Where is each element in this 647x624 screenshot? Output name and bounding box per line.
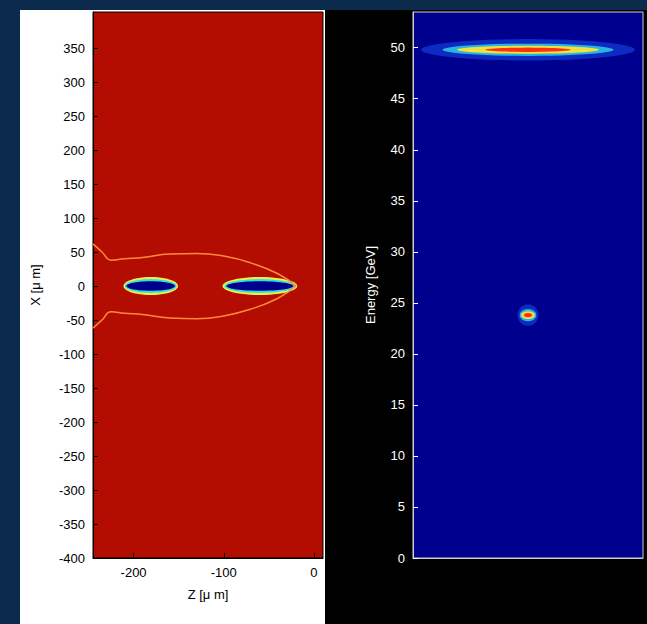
svg-text:-150: -150 [59, 381, 85, 396]
svg-text:X [μ m]: X [μ m] [28, 264, 43, 305]
svg-text:-250: -250 [59, 449, 85, 464]
svg-text:-400: -400 [59, 551, 85, 566]
svg-text:5: 5 [398, 499, 405, 514]
svg-text:Z [μ m]: Z [μ m] [188, 587, 229, 602]
svg-text:35: 35 [391, 193, 405, 208]
svg-text:50: 50 [71, 245, 85, 260]
svg-text:-200: -200 [59, 415, 85, 430]
svg-text:-100: -100 [59, 347, 85, 362]
svg-text:0: 0 [398, 551, 405, 566]
svg-text:-200: -200 [121, 565, 147, 580]
svg-text:-50: -50 [66, 313, 85, 328]
svg-text:15: 15 [391, 397, 405, 412]
svg-text:-300: -300 [59, 483, 85, 498]
svg-text:10: 10 [391, 448, 405, 463]
svg-text:40: 40 [391, 142, 405, 157]
svg-text:0: 0 [310, 565, 317, 580]
svg-text:50: 50 [391, 40, 405, 55]
svg-text:25: 25 [391, 295, 405, 310]
svg-text:-350: -350 [59, 517, 85, 532]
svg-text:200: 200 [63, 143, 85, 158]
svg-text:150: 150 [63, 177, 85, 192]
svg-text:20: 20 [391, 346, 405, 361]
svg-text:-100: -100 [211, 565, 237, 580]
svg-text:300: 300 [63, 75, 85, 90]
svg-text:45: 45 [391, 91, 405, 106]
svg-text:250: 250 [63, 109, 85, 124]
svg-text:100: 100 [63, 211, 85, 226]
svg-text:30: 30 [391, 244, 405, 259]
svg-text:0: 0 [78, 279, 85, 294]
svg-text:Energy [GeV]: Energy [GeV] [363, 246, 378, 324]
svg-text:350: 350 [63, 41, 85, 56]
